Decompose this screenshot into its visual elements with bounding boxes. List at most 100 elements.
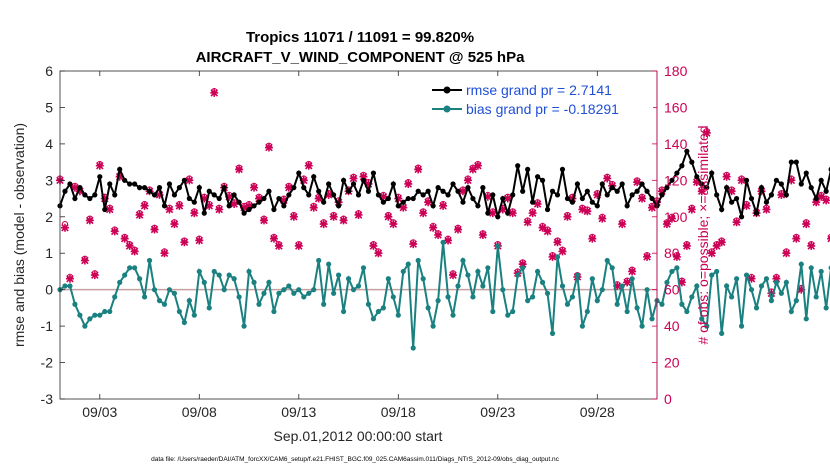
bias-point xyxy=(743,272,750,278)
bias-point xyxy=(176,308,182,315)
obs-assimilated-marker xyxy=(215,205,224,214)
obs-assimilated-marker xyxy=(528,209,537,218)
bias-point xyxy=(107,308,113,315)
rmse-point xyxy=(112,192,118,198)
obs-assimilated-marker xyxy=(692,178,701,187)
bias-point xyxy=(500,287,506,293)
bias-point xyxy=(753,305,760,311)
bias-point xyxy=(530,294,536,300)
obs-assimilated-marker xyxy=(130,247,139,256)
rmse-point xyxy=(340,177,347,183)
bias-point xyxy=(699,316,705,322)
rmse-point xyxy=(788,159,794,165)
rmse-point xyxy=(291,185,297,191)
legend-bias-marker xyxy=(443,105,451,113)
obs-assimilated-marker xyxy=(578,205,587,214)
bias-point xyxy=(808,265,814,271)
bias-point xyxy=(380,305,386,311)
obs-assimilated-marker xyxy=(264,143,273,152)
bias-point xyxy=(261,290,267,296)
obs-assimilated-marker xyxy=(384,212,393,221)
rmse-point xyxy=(813,195,819,202)
rmse-point xyxy=(699,181,705,187)
rmse-point xyxy=(231,192,237,198)
obs-assimilated-marker xyxy=(70,183,79,192)
rmse-point xyxy=(594,203,600,209)
y-left-tick-label: 5 xyxy=(45,99,53,115)
bias-point xyxy=(629,276,635,282)
bias-point xyxy=(729,294,735,300)
bias-point xyxy=(619,283,625,289)
rmse-point xyxy=(251,203,257,209)
obs-assimilated-marker xyxy=(508,209,517,218)
bias-point xyxy=(669,268,675,275)
bias-point xyxy=(395,312,401,318)
obs-assimilated-marker xyxy=(404,179,413,188)
rmse-point xyxy=(445,192,451,198)
rmse-point xyxy=(107,181,113,187)
bias-point xyxy=(251,279,257,285)
rmse-point xyxy=(395,203,401,209)
obs-assimilated-marker xyxy=(374,249,383,258)
bias-point xyxy=(216,272,222,278)
bias-point xyxy=(748,287,755,293)
obs-assimilated-marker xyxy=(643,252,652,261)
obs-assimilated-marker xyxy=(523,218,532,227)
bias-point xyxy=(604,257,610,264)
rmse-point xyxy=(331,192,337,198)
rmse-point xyxy=(385,195,391,202)
rmse-point xyxy=(664,185,670,191)
obs-assimilated-marker xyxy=(85,216,94,225)
rmse-point xyxy=(261,195,267,202)
obs-assimilated-marker xyxy=(473,161,482,170)
bias-point xyxy=(181,319,187,326)
obs-assimilated-marker xyxy=(518,260,527,269)
bias-point xyxy=(236,294,242,300)
y-left-tick-label: -2 xyxy=(41,355,54,371)
rmse-point xyxy=(276,195,282,202)
obs-assimilated-marker xyxy=(259,216,268,225)
rmse-point xyxy=(748,195,755,202)
rmse-point xyxy=(639,181,645,187)
bias-point xyxy=(82,323,88,329)
rmse-point xyxy=(679,163,685,169)
bias-point xyxy=(554,254,561,260)
bias-point xyxy=(609,265,615,271)
obs-assimilated-marker xyxy=(777,190,786,199)
rmse-point xyxy=(659,192,665,198)
bias-point xyxy=(773,279,780,285)
rmse-point xyxy=(246,206,252,213)
x-tick-label: 09/08 xyxy=(182,404,217,420)
bias-point xyxy=(694,283,700,289)
bias-point xyxy=(445,294,451,300)
obs-assimilated-marker xyxy=(250,183,259,192)
obs-assimilated-marker xyxy=(732,218,741,227)
rmse-point xyxy=(171,192,178,198)
bias-point xyxy=(331,290,337,296)
bias-point xyxy=(286,283,292,289)
obs-assimilated-marker xyxy=(598,214,607,223)
y-right-tick-label: 140 xyxy=(664,136,688,152)
bias-point xyxy=(291,290,297,296)
obs-assimilated-marker xyxy=(269,234,278,243)
obs-assimilated-marker xyxy=(110,227,119,236)
bias-point xyxy=(301,294,307,300)
obs-assimilated-marker xyxy=(727,187,736,196)
bias-point xyxy=(420,276,426,282)
x-tick-label: 09/28 xyxy=(580,404,615,420)
rmse-point xyxy=(579,195,585,202)
rmse-point xyxy=(569,199,576,205)
bias-point xyxy=(132,265,138,271)
x-axis-label: Sep.01,2012 00:00:00 start xyxy=(274,428,443,444)
bias-point xyxy=(112,294,118,300)
bias-point xyxy=(186,298,192,304)
bias-point xyxy=(102,308,108,315)
obs-assimilated-marker xyxy=(120,234,129,243)
bias-point xyxy=(649,316,655,322)
bias-point xyxy=(470,294,476,300)
bias-point xyxy=(704,323,710,329)
obs-assimilated-marker xyxy=(712,241,721,250)
y-right-tick-label: 160 xyxy=(664,99,688,115)
bias-point xyxy=(166,287,173,293)
rmse-point xyxy=(161,203,168,209)
